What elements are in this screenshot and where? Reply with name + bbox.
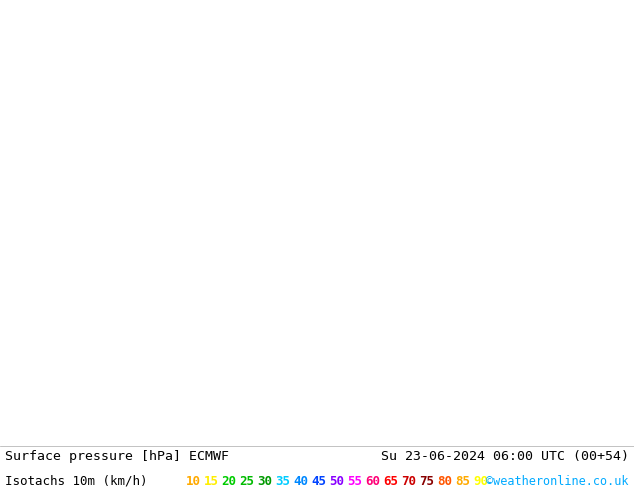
Text: 60: 60 <box>366 475 380 488</box>
Text: 55: 55 <box>347 475 363 488</box>
Text: 30: 30 <box>257 475 273 488</box>
Text: 40: 40 <box>294 475 309 488</box>
Text: 25: 25 <box>240 475 255 488</box>
Text: 90: 90 <box>474 475 488 488</box>
Text: 35: 35 <box>276 475 290 488</box>
Text: Isotachs 10m (km/h): Isotachs 10m (km/h) <box>5 475 148 488</box>
Text: 80: 80 <box>437 475 453 488</box>
Text: 10: 10 <box>186 475 201 488</box>
Text: 15: 15 <box>204 475 219 488</box>
Text: 85: 85 <box>455 475 470 488</box>
Text: 65: 65 <box>384 475 399 488</box>
Text: Su 23-06-2024 06:00 UTC (00+54): Su 23-06-2024 06:00 UTC (00+54) <box>381 450 629 464</box>
Text: 20: 20 <box>222 475 236 488</box>
Text: Surface pressure [hPa] ECMWF: Surface pressure [hPa] ECMWF <box>5 450 229 464</box>
Text: 75: 75 <box>420 475 434 488</box>
Text: 50: 50 <box>330 475 344 488</box>
Text: 70: 70 <box>401 475 417 488</box>
Text: ©weatheronline.co.uk: ©weatheronline.co.uk <box>486 475 629 488</box>
Text: 45: 45 <box>311 475 327 488</box>
